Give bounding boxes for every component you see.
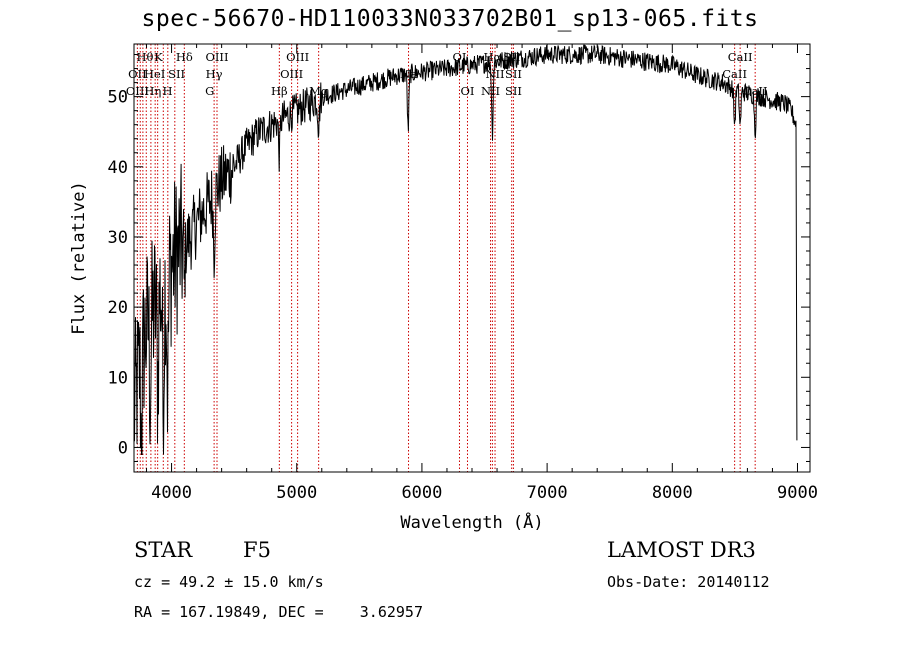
spectral-line-label: NII — [485, 67, 504, 81]
spectral-line-label: SII — [503, 50, 520, 64]
x-tick-label: 9000 — [777, 483, 818, 503]
spectral-line-label: Hδ — [176, 50, 193, 64]
y-tick-label: 40 — [108, 158, 128, 178]
y-tick-label: 10 — [108, 368, 128, 388]
y-tick-label: 0 — [118, 438, 128, 458]
y-tick-label: 20 — [108, 298, 128, 318]
x-tick-label: 4000 — [151, 483, 192, 503]
object-class: STAR — [134, 538, 193, 562]
spectral-line-label: CaII — [728, 50, 753, 64]
obs-date: Obs-Date: 20140112 — [607, 573, 770, 591]
object-subclass: F5 — [243, 538, 271, 562]
spectral-line-label: HeI — [144, 67, 165, 81]
spectral-line-label: H — [163, 84, 173, 98]
spectral-line-label: SII — [505, 84, 522, 98]
spectral-line-label: OII — [128, 67, 147, 81]
ra-dec-coordinates: RA = 167.19849, DEC = 3.62957 — [134, 603, 423, 621]
x-tick-label: 7000 — [527, 483, 568, 503]
spectral-line-label: Na — [400, 67, 417, 81]
plot-frame — [133, 43, 811, 473]
spectrum-series-line — [133, 44, 798, 455]
spectral-line-label: CaII — [722, 67, 747, 81]
spectral-line-label: Hγ — [206, 67, 223, 81]
redshift-cz: cz = 49.2 ± 15.0 km/s — [134, 573, 324, 591]
spectral-line-label: OIII — [205, 50, 228, 64]
spectral-line-label: OIII — [126, 84, 149, 98]
y-tick-label: 50 — [108, 88, 128, 108]
spectral-line-label: G — [205, 84, 214, 98]
x-tick-label: 6000 — [401, 483, 442, 503]
spectral-line-label: Hη — [144, 84, 161, 98]
spectral-line-label: Hθ — [137, 50, 154, 64]
spectral-line-label: CaII — [743, 84, 768, 98]
x-axis-label: Wavelength (Å) — [400, 511, 543, 533]
spectral-line-label: NII — [481, 84, 500, 98]
spectral-line-label: K — [154, 50, 163, 64]
spectral-line-label: OIII — [286, 50, 309, 64]
spectral-line-label: SII — [505, 67, 522, 81]
spectral-line-label: Hα — [484, 50, 502, 64]
spectral-line-label: OI — [452, 50, 466, 64]
spectral-line-label: Mg — [309, 84, 329, 98]
x-tick-label: 5000 — [276, 483, 317, 503]
spectral-line-label: OIII — [280, 67, 303, 81]
y-axis-label: Flux (relative) — [69, 181, 89, 335]
survey-name: LAMOST DR3 — [607, 538, 756, 562]
spectral-line-label: Hβ — [271, 84, 288, 98]
x-tick-label: 8000 — [652, 483, 693, 503]
spectral-line-label: OI — [461, 84, 475, 98]
spectral-line-label: SII — [168, 67, 185, 81]
y-tick-label: 30 — [108, 228, 128, 248]
chart-title: spec-56670-HD110033N033702B01_sp13-065.f… — [141, 6, 759, 32]
